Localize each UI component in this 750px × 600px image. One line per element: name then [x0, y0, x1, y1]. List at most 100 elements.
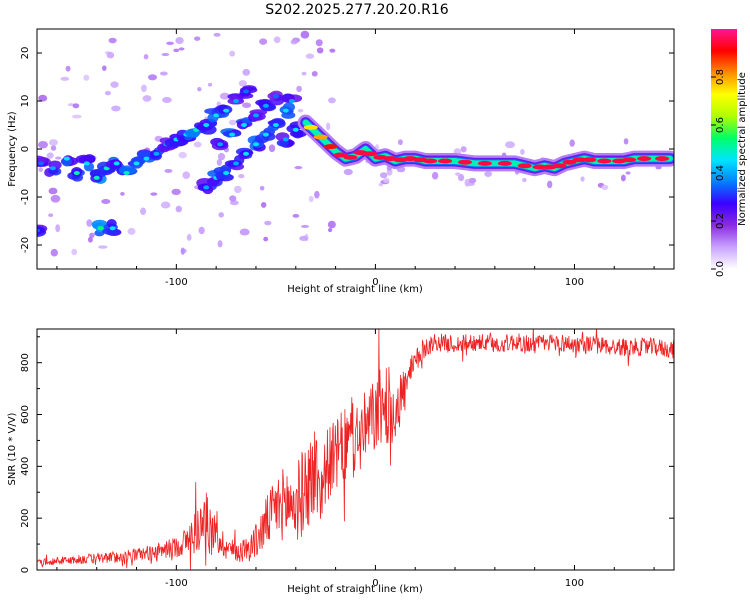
spectrogram-noise-blob [229, 195, 237, 202]
spectrogram-ridge-core [323, 144, 338, 150]
spectrogram-noise-blob [65, 65, 71, 72]
spectrogram-blob-core [133, 161, 140, 166]
spectrogram-ridge-core [423, 158, 438, 164]
spectrogram-ridge-core [363, 151, 378, 157]
spectrogram-blob [48, 168, 59, 175]
colorbar-tick-label: 0.4 [715, 165, 726, 181]
spectrogram-noise-blob [87, 236, 93, 243]
spectrogram-y-tick-label: -20 [20, 237, 31, 253]
spectrogram-noise-blob [147, 74, 157, 81]
spectrogram-noise-blob [55, 224, 61, 233]
spectrogram-y-ticks: -20 -10 0 10 20 [20, 47, 674, 253]
snr-panel: -100 0 100 0 200 400 600 800 Height of straigh… [7, 328, 675, 595]
spectrogram-blob-core [241, 123, 248, 127]
spectrogram-noise-blob [71, 248, 78, 256]
spectrogram-ridge-core [517, 163, 532, 169]
spectrogram-noise-blob [460, 146, 467, 153]
colorbar: 0.0 0.2 0.4 0.6 0.8 Normalized spectral ampl… [711, 29, 748, 277]
spectrogram-ridge-core [343, 154, 358, 160]
spectrogram-blob-core [223, 171, 230, 175]
spectrogram-blob-core [243, 151, 250, 156]
spectrogram-blob [289, 130, 307, 138]
spectrogram-noise-blob [464, 178, 471, 187]
spectrogram-noise-blob [505, 141, 516, 149]
spectrogram-noise-blob [229, 50, 236, 57]
spectrogram-noise-blob [72, 103, 80, 109]
spectrogram-noise-blob [60, 76, 70, 81]
spectrogram-noise-blob [218, 212, 224, 218]
spectrogram-noise-blob [228, 119, 237, 126]
spectrogram-noise-blob [160, 201, 171, 209]
spectrogram-blob-core [109, 226, 116, 231]
spectrogram-ridge-core [497, 160, 512, 166]
spectrogram-noise-blob [316, 47, 324, 54]
spectrogram-noise-blob [300, 224, 310, 229]
spectrogram-noise-blob [290, 39, 298, 45]
spectrogram-noise-blob [180, 247, 185, 255]
spectrogram-noise-blob [458, 174, 465, 182]
spectrogram-noise-blob [546, 180, 553, 189]
spectrogram-blob-core [272, 94, 279, 99]
snr-x-axis-label: Height of straight line (km) [287, 584, 423, 595]
spectrogram-noise-blob [186, 233, 192, 241]
spectrogram-noise-blob [520, 148, 525, 155]
spectrogram-noise-blob [305, 53, 315, 60]
spectrogram-noise-blob [141, 84, 147, 93]
snr-frame [36, 328, 675, 571]
spectrogram-y-tick-label: 0 [20, 146, 31, 152]
spectrogram-noise-blob [484, 170, 493, 177]
spectrogram-noise-blob [162, 96, 172, 104]
spectrogram-ridge-core [597, 158, 612, 164]
spectrogram-noise-blob [86, 219, 93, 227]
spectrogram-blob [136, 150, 153, 159]
spectrogram-noise-blob [378, 182, 384, 187]
colorbar-label: Normalized spectral amplitude [737, 72, 748, 226]
spectrogram-heat-layer [37, 30, 674, 257]
spectrogram-noise-blob [101, 65, 107, 71]
spectrogram-noise-blob [314, 190, 320, 199]
spectrogram-noise-blob [161, 52, 170, 57]
spectrogram-noise-blob [89, 232, 95, 238]
spectrogram-noise-blob [207, 82, 213, 87]
snr-y-axis-label: SNR (10 * V/V) [7, 412, 18, 485]
spectrogram-noise-blob [46, 152, 54, 159]
spectrogram-noise-blob [143, 54, 149, 60]
spectrogram-blob-core [73, 171, 80, 175]
spectrogram-blob [118, 165, 136, 175]
spectrogram-noise-blob [260, 201, 267, 208]
snr-x-ticks: -100 0 100 [56, 329, 655, 589]
spectrogram-ridge-core [582, 157, 597, 163]
spectrogram-noise-blob [178, 47, 185, 51]
spectrogram-noise-blob [108, 37, 117, 44]
spectrogram-noise-blob [273, 36, 281, 44]
spectrogram-blob [75, 154, 93, 164]
spectrogram-blob-core [282, 137, 289, 142]
spectrogram-blob-core [282, 108, 289, 113]
spectrogram-ridge-core [477, 160, 492, 166]
spectrogram-blob-core [217, 142, 224, 147]
spectrogram-x-axis-label: Height of straight line (km) [287, 284, 423, 295]
spectrogram-noise-blob [142, 95, 152, 102]
spectrogram-noise-blob [238, 173, 245, 179]
spectrogram-noise-blob [101, 199, 111, 204]
spectrogram-blob-core [113, 161, 120, 166]
spectrogram-noise-blob [238, 80, 247, 87]
spectrogram-noise-blob [308, 195, 314, 203]
spectrogram-noise-blob [97, 245, 108, 249]
spectrogram-ridge-core [457, 159, 472, 165]
spectrogram-noise-blob [297, 108, 304, 113]
spectrogram-noise-blob [48, 213, 54, 217]
colorbar-gradient [711, 29, 737, 269]
spectrogram-x-tick-label: 100 [565, 277, 584, 288]
snr-y-tick-label: 400 [20, 457, 31, 476]
spectrogram-noise-blob [623, 138, 629, 145]
spectrogram-noise-blob [48, 139, 59, 146]
spectrogram-blob [281, 111, 296, 119]
spectrogram-noise-blob [386, 168, 393, 176]
spectrogram-noise-blob [379, 172, 388, 179]
spectrogram-noise-blob [292, 213, 300, 218]
spectrogram-noise-blob [50, 248, 58, 257]
spectrogram-noise-blob [197, 87, 202, 92]
spectrogram-blob-core [288, 99, 295, 103]
